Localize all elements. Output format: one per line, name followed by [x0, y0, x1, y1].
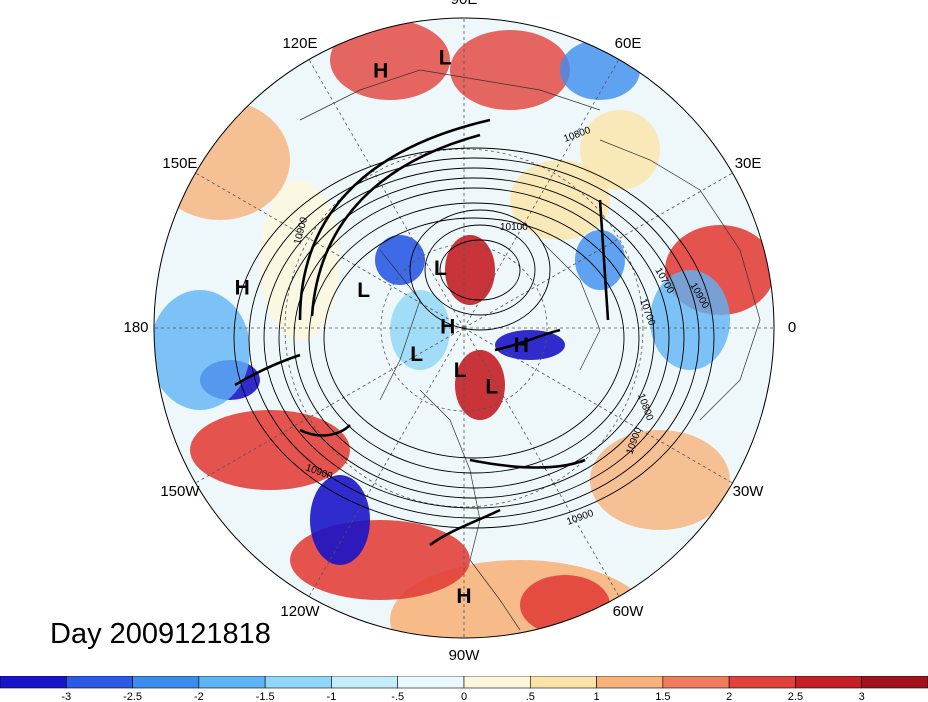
pressure-center-high: H [373, 59, 388, 82]
colorbar-swatch [264, 676, 332, 689]
colorbar-swatch [65, 676, 133, 689]
colorbar-tick-label: 1 [594, 691, 600, 702]
colorbar-tick-label: -3 [61, 691, 71, 702]
pressure-center-low: L [357, 279, 370, 302]
colorbar-tick-label: -2.5 [123, 691, 142, 702]
longitude-label: 0 [788, 319, 796, 336]
colorbar-swatch [728, 676, 796, 689]
colorbar-swatch [0, 676, 67, 689]
pressure-center-low: L [439, 47, 452, 70]
longitude-label: 60W [613, 603, 645, 620]
colorbar-swatch [463, 676, 531, 689]
longitude-label: 60E [615, 35, 642, 52]
colorbar-tick-label: 1.5 [655, 691, 670, 702]
colorbar-swatch [198, 676, 266, 689]
colorbar-tick-label: -1 [327, 691, 337, 702]
colorbar-tick-label: 0 [461, 691, 467, 702]
longitude-label: 150W [160, 483, 200, 500]
contour-label: 10100 [500, 222, 528, 233]
longitude-label: 90W [449, 647, 481, 664]
longitude-label: 120W [280, 603, 320, 620]
colorbar-swatch [662, 676, 730, 689]
longitude-label: 180 [123, 319, 148, 336]
colorbar-swatch [795, 676, 863, 689]
colorbar-tick-label: 2.5 [788, 691, 803, 702]
jet-streaks [234, 118, 610, 547]
longitude-label: 120E [282, 35, 317, 52]
pressure-center-low: L [410, 343, 423, 366]
colorbar: -3 -2.5 -2 -1.5 -1 -.5 0 .5 1 1.5 2 2.5 3 [0, 676, 928, 702]
longitude-label: 90E [451, 0, 478, 8]
colorbar-swatch [596, 676, 664, 689]
pressure-center-low: L [454, 359, 467, 382]
colorbar-swatch [861, 676, 928, 689]
colorbar-tick-label: -1.5 [256, 691, 275, 702]
colorbar-tick-label: 2 [726, 691, 732, 702]
colorbar-tick-label: 3 [859, 691, 865, 702]
colorbar-swatch [331, 676, 399, 689]
pressure-center-low: L [434, 257, 447, 280]
height-contours [233, 147, 715, 529]
polar-map: 1080010100109001090010700107001080010900… [123, 0, 796, 664]
longitude-label: 30E [735, 155, 762, 172]
pressure-center-low: L [485, 375, 498, 398]
colorbar-tick-label: .5 [526, 691, 535, 702]
longitude-labels: 90E 60E 30E 0 30W 60W 90W 120W 150W 180 150E 120E [123, 0, 796, 664]
colorbar-tick-label: -.5 [391, 691, 404, 702]
longitude-label: 150E [162, 155, 197, 172]
colorbar-swatch [132, 676, 200, 689]
colorbar-swatch [397, 676, 465, 689]
latlon-grid [154, 18, 774, 638]
longitude-label: 30W [733, 483, 765, 500]
pressure-center-high: H [456, 585, 471, 608]
pressure-center-high: H [235, 276, 250, 299]
pressure-center-high: H [514, 334, 529, 357]
colorbar-swatch [529, 676, 597, 689]
pressure-center-high: H [440, 316, 455, 339]
colorbar-tick-label: -2 [194, 691, 204, 702]
date-label: Day 2009121818 [50, 618, 271, 650]
map-boundary [153, 17, 775, 639]
